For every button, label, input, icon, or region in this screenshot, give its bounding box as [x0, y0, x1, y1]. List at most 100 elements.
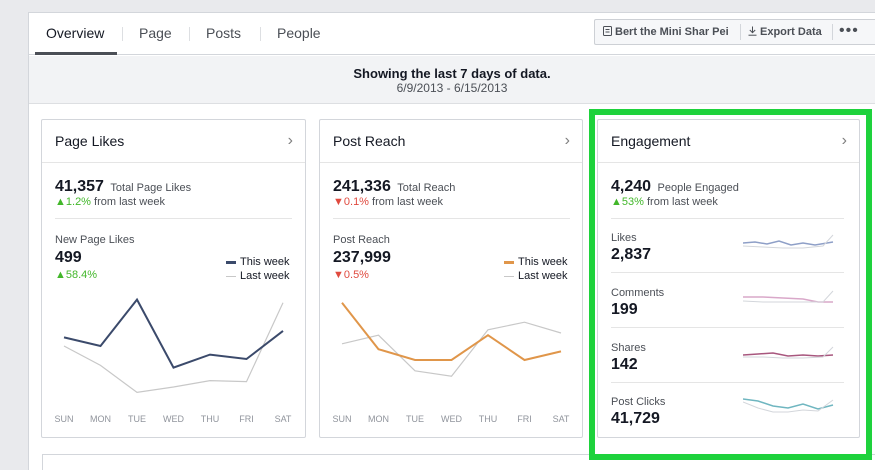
post-reach-sub-delta-value: 0.5%	[343, 269, 369, 281]
legend-this-week-label: This week	[518, 256, 568, 268]
arrow-up-icon: ▲	[55, 196, 66, 208]
series-last-week-line	[63, 302, 284, 394]
x-tick-label: SUN	[54, 414, 73, 424]
series-this-week-line	[341, 302, 562, 362]
sparkline-last-week	[743, 346, 834, 359]
action-bar: Bert the Mini Shar Pei Export Data •••	[594, 19, 875, 45]
new-page-likes-value: 499	[55, 249, 82, 266]
comments-metric-label: Comments	[611, 287, 665, 299]
page-likes-delta-value: 1.2%	[65, 196, 91, 208]
active-tab-indicator	[35, 52, 117, 55]
page-likes-title: Page Likes	[55, 133, 125, 149]
shares-metric-label: Shares	[611, 342, 646, 354]
x-tick-label: TUE	[406, 414, 424, 424]
chevron-right-icon[interactable]: ›	[287, 132, 293, 149]
tab-page[interactable]: Page	[139, 25, 172, 41]
action-divider	[740, 24, 741, 40]
date-range-banner: Showing the last 7 days of data. 6/9/201…	[29, 56, 875, 104]
tab-bar: Overview Page Posts People Bert the Mini…	[29, 13, 875, 55]
engagement-delta-value: 53%	[621, 196, 644, 208]
engagement-header[interactable]: Engagement ›	[598, 120, 859, 163]
x-tick-label: SUN	[332, 414, 351, 424]
new-page-likes-label: New Page Likes	[55, 234, 135, 246]
tab-people[interactable]: People	[277, 25, 321, 41]
tab-divider	[189, 27, 190, 41]
x-tick-label: MON	[368, 414, 389, 424]
new-page-likes-delta: ▲58.4%	[55, 269, 97, 281]
total-page-likes-caption: Total Page Likes	[110, 182, 192, 194]
sparkline-last-week	[743, 234, 834, 249]
people-engaged-value: 4,240	[611, 178, 652, 195]
export-data-label: Export Data	[760, 26, 822, 38]
people-engaged: 4,240 People Engaged	[611, 178, 739, 196]
legend-this-week: This week	[226, 256, 290, 268]
arrow-up-icon: ▲	[55, 269, 66, 281]
chevron-right-icon[interactable]: ›	[564, 132, 570, 149]
post-reach-delta-caption: from last week	[372, 196, 443, 208]
x-tick-label: FRI	[517, 414, 532, 424]
x-tick-label: FRI	[239, 414, 254, 424]
post-reach-title: Post Reach	[333, 133, 406, 149]
sparkline-last-week	[743, 290, 834, 303]
x-tick-label: WED	[163, 414, 184, 424]
legend-swatch	[226, 275, 236, 277]
sparkline-this-week	[743, 240, 834, 246]
arrow-down-icon: ▼	[333, 269, 344, 281]
legend-this-week-label: This week	[240, 256, 290, 268]
page-likes-header[interactable]: Page Likes ›	[42, 120, 305, 163]
tab-divider	[260, 27, 261, 41]
divider	[611, 272, 844, 273]
total-page-likes: 41,357 Total Page Likes	[55, 178, 191, 196]
page-switcher-button[interactable]: Bert the Mini Shar Pei	[603, 20, 729, 44]
likes-sparkline	[743, 234, 834, 249]
total-reach: 241,336 Total Reach	[333, 178, 455, 196]
date-range-value: 6/9/2013 - 6/15/2013	[396, 81, 508, 95]
post-reach-delta-value: 0.1%	[343, 196, 369, 208]
page-likes-line-chart: SUN MON TUE WED THU FRI SAT	[54, 297, 292, 424]
download-icon	[748, 26, 757, 36]
legend-last-week-label: Last week	[518, 270, 568, 282]
post-clicks-sparkline	[743, 398, 834, 413]
page-icon	[603, 26, 612, 36]
divider	[333, 218, 570, 219]
shares-metric-value: 142	[611, 356, 638, 373]
legend-this-week: This week	[504, 256, 568, 268]
total-page-likes-value: 41,357	[55, 178, 104, 195]
page-name-label: Bert the Mini Shar Pei	[615, 26, 729, 38]
post-clicks-metric-value: 41,729	[611, 410, 660, 427]
divider	[611, 218, 844, 219]
x-tick-label: THU	[479, 414, 498, 424]
tab-posts[interactable]: Posts	[206, 25, 242, 41]
legend-last-week-label: Last week	[240, 270, 290, 282]
arrow-down-icon: ▼	[333, 196, 344, 208]
tab-divider	[122, 27, 123, 41]
sparkline-this-week	[743, 352, 834, 357]
shares-sparkline	[743, 346, 834, 359]
x-tick-label: WED	[441, 414, 462, 424]
post-reach-sub-label: Post Reach	[333, 234, 390, 246]
legend-swatch	[504, 260, 514, 264]
more-options-button[interactable]: •••	[839, 22, 859, 39]
post-reach-card: Post Reach › 241,336 Total Reach ▼0.1% f…	[319, 119, 583, 438]
x-tick-label: SAT	[553, 414, 570, 424]
post-reach-line-chart: SUN MON TUE WED THU FRI SAT	[332, 302, 570, 424]
total-reach-caption: Total Reach	[397, 182, 456, 194]
people-engaged-caption: People Engaged	[657, 182, 739, 194]
sparkline-last-week	[743, 399, 834, 413]
post-clicks-metric-label: Post Clicks	[611, 396, 666, 408]
tab-overview[interactable]: Overview	[46, 25, 105, 41]
chevron-right-icon[interactable]: ›	[841, 132, 847, 149]
likes-metric-value: 2,837	[611, 246, 652, 263]
arrow-up-icon: ▲	[611, 196, 622, 208]
page-likes-card: Page Likes › 41,357 Total Page Likes ▲1.…	[41, 119, 306, 438]
export-data-button[interactable]: Export Data	[748, 20, 822, 44]
series-this-week-line	[63, 297, 284, 369]
post-reach-header[interactable]: Post Reach ›	[320, 120, 582, 163]
divider	[611, 382, 844, 383]
post-reach-delta: ▼0.1% from last week	[333, 196, 443, 208]
sparkline-this-week	[743, 398, 834, 410]
action-divider	[832, 24, 833, 40]
engagement-title: Engagement	[611, 133, 691, 149]
legend-swatch	[504, 275, 514, 277]
post-reach-sub-value: 237,999	[333, 249, 391, 266]
